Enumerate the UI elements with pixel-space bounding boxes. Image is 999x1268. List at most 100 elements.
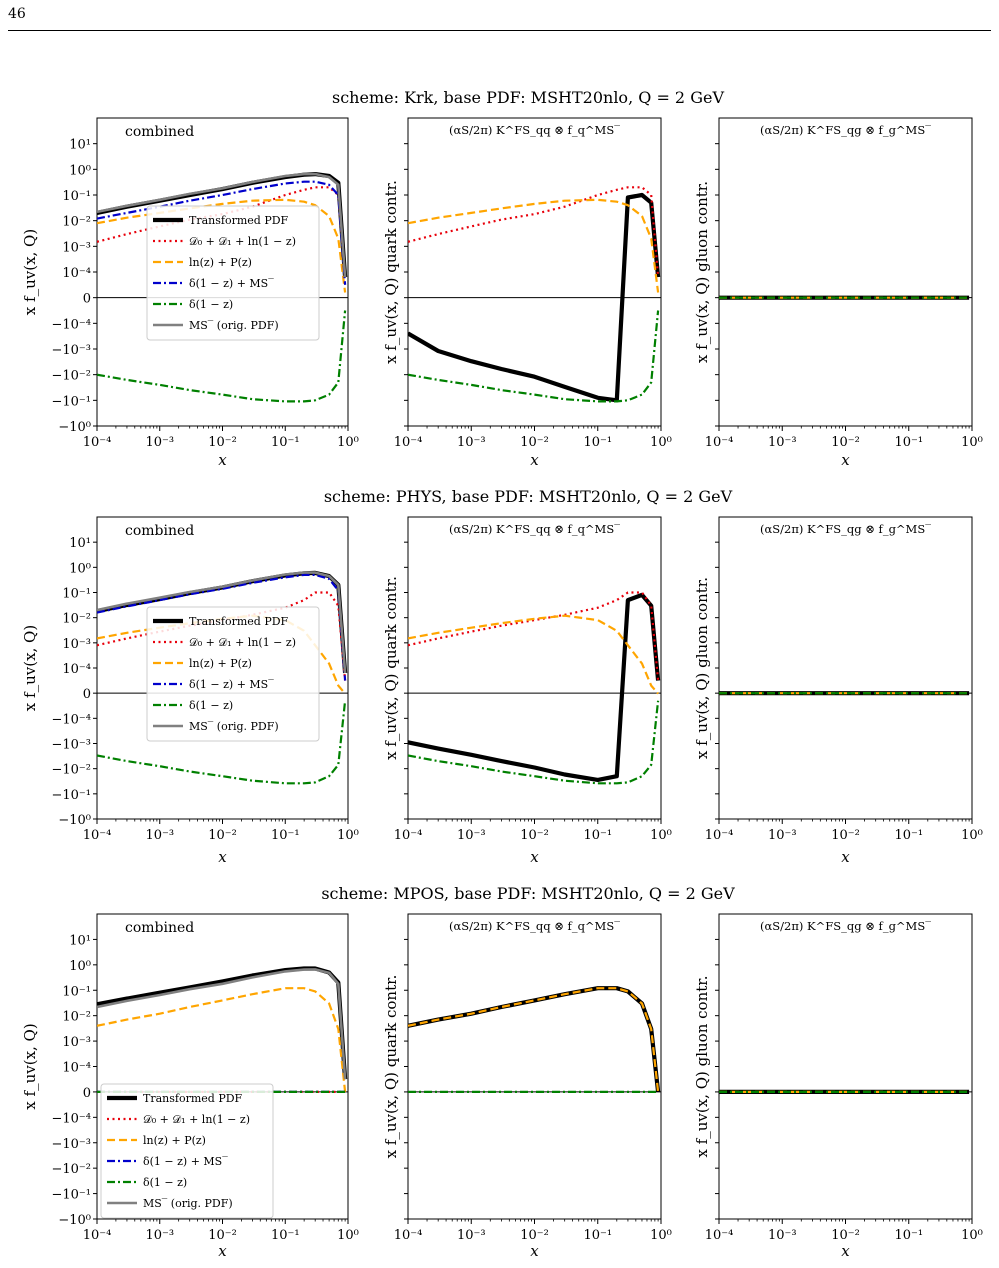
y-tick-label: 10⁰ [69, 163, 91, 178]
panel-combined: 10¹ 10⁰ 10⁻¹ 10⁻² 10⁻³ 10⁻⁴ 0 −10⁻⁴ −10⁻³ −10⁻² −1… [21, 117, 359, 469]
legend-box [146, 205, 320, 341]
series-line [408, 186, 660, 278]
series-line [408, 198, 660, 293]
panel-title: (αS/2π) K^FS_qg ⊗ f_g^MS‾ [760, 919, 931, 933]
y-tick-label: 0 [83, 292, 91, 307]
x-tick-label: 10⁻⁴ [83, 828, 112, 843]
legend-label: MS‾ (orig. PDF) [143, 1197, 233, 1210]
x-tick-label: 10⁻¹ [894, 435, 923, 450]
y-tick-label: 10⁻¹ [62, 984, 91, 999]
y-tick-label: 10¹ [69, 536, 91, 551]
y-tick-label: −10⁻³ [51, 738, 91, 753]
y-tick-label: 0 [83, 687, 91, 702]
legend-label: 𝒟₀ + 𝒟₁ + ln(1 − z) [189, 235, 296, 248]
legend-label: Transformed PDF [189, 214, 289, 227]
panel-quark: 10⁻⁴ 10⁻³ 10⁻² 10⁻¹ 10⁰ x x f_uv(x, Q) quark c… [382, 913, 672, 1260]
y-tick-label: 10⁻⁴ [62, 1061, 91, 1076]
x-axis-label: x [218, 848, 227, 866]
y-axis-label: x f_uv(x, Q) [21, 625, 39, 711]
y-tick-label: −10⁰ [58, 420, 91, 435]
legend-label: ln(z) + P(z) [143, 1134, 206, 1147]
x-tick-label: 10⁻⁴ [83, 435, 112, 450]
y-axis-label: x f_uv(x, Q) [21, 229, 39, 315]
x-tick-label: 10⁰ [650, 1228, 672, 1243]
y-tick-label: −10⁻⁴ [51, 712, 91, 727]
legend-label: δ(1 − z) + MS‾ [143, 1155, 228, 1168]
legend-label: ln(z) + P(z) [189, 256, 252, 269]
y-tick-label: 10¹ [69, 138, 91, 153]
x-tick-label: 10⁻² [520, 1228, 549, 1243]
panel-gluon: 10⁻⁴ 10⁻³ 10⁻² 10⁻¹ 10⁰ x x f_uv(x, Q) gluon c… [693, 516, 983, 866]
y-tick-label: −10⁻³ [51, 343, 91, 358]
y-tick-label: −10⁰ [58, 813, 91, 828]
x-tick-label: 10⁻³ [768, 1228, 797, 1243]
y-tick-label: −10⁻⁴ [51, 1111, 91, 1126]
header-rule [8, 30, 991, 31]
series-line [97, 571, 347, 674]
x-tick-label: 10⁻² [520, 435, 549, 450]
x-tick-label: 10⁻² [520, 828, 549, 843]
x-axis-label: x [218, 451, 227, 469]
x-tick-label: 10⁻¹ [894, 1228, 923, 1243]
y-axis-label: x f_uv(x, Q) quark contr. [382, 576, 400, 760]
series-line [97, 198, 347, 293]
panel-title: (αS/2π) K^FS_qq ⊗ f_q^MS‾ [449, 919, 620, 933]
series-line [408, 987, 660, 1093]
panel-quark: 10⁻⁴ 10⁻³ 10⁻² 10⁻¹ 10⁰ x x f_uv(x, Q) quark c… [382, 516, 672, 866]
x-tick-label: 10⁻³ [145, 1228, 174, 1243]
series-lines [408, 591, 661, 785]
y-tick-label: 10⁻⁴ [62, 266, 91, 281]
series-line [408, 591, 660, 681]
y-tick-label: 10⁰ [69, 959, 91, 974]
plot-frame [407, 913, 662, 1220]
x-tick-label: 10⁰ [961, 828, 983, 843]
series-lines [97, 966, 348, 1094]
legend: Transformed PDF 𝒟₀ + 𝒟₁ + ln(1 − z) ln(z) … [146, 606, 320, 742]
x-tick-label: 10⁻³ [768, 435, 797, 450]
panel-title: (αS/2π) K^FS_qq ⊗ f_q^MS‾ [449, 522, 620, 536]
y-axis-label: x f_uv(x, Q) quark contr. [382, 180, 400, 364]
legend-label: 𝒟₀ + 𝒟₁ + ln(1 − z) [143, 1113, 250, 1126]
y-axis-label: x f_uv(x, Q) gluon contr. [693, 577, 711, 759]
legend-label: δ(1 − z) + MS‾ [189, 277, 274, 290]
y-tick-label: 10⁻³ [62, 637, 91, 652]
x-axis-label: x [841, 848, 850, 866]
legend-label: Transformed PDF [189, 615, 289, 628]
panel-quark: 10⁻⁴ 10⁻³ 10⁻² 10⁻¹ 10⁰ x x f_uv(x, Q) quark c… [382, 117, 672, 469]
legend: Transformed PDF 𝒟₀ + 𝒟₁ + ln(1 − z) ln(z) … [100, 1083, 274, 1219]
y-tick-label: 10⁰ [69, 561, 91, 576]
chart-row-1: scheme: Krk, base PDF: MSHT20nlo, Q = 2 … [21, 88, 983, 469]
y-tick-label: 10⁻¹ [62, 189, 91, 204]
panel-combined: 10¹ 10⁰ 10⁻¹ 10⁻² 10⁻³ 10⁻⁴ 0 −10⁻⁴ −10⁻³ −10⁻² −1… [21, 516, 359, 866]
x-tick-label: 10⁻² [831, 1228, 860, 1243]
y-tick-label: −10⁻⁴ [51, 317, 91, 332]
legend-label: δ(1 − z) [189, 298, 233, 311]
y-tick-label: 10¹ [69, 933, 91, 948]
x-tick-label: 10⁻³ [457, 1228, 486, 1243]
chart-title: scheme: PHYS, base PDF: MSHT20nlo, Q = 2… [324, 487, 733, 506]
x-tick-label: 10⁻³ [768, 828, 797, 843]
panel-title: combined [125, 920, 194, 936]
x-tick-label: 10⁻³ [457, 435, 486, 450]
series-line [408, 592, 661, 783]
y-axis-label: x f_uv(x, Q) quark contr. [382, 975, 400, 1159]
x-tick-label: 10⁻⁴ [83, 1228, 112, 1243]
x-tick-label: 10⁰ [337, 828, 359, 843]
y-tick-label: −10⁻² [51, 763, 91, 778]
series-line [97, 968, 347, 1080]
y-axis-label: x f_uv(x, Q) gluon contr. [693, 975, 711, 1157]
panel-gluon: 10⁻⁴ 10⁻³ 10⁻² 10⁻¹ 10⁰ x x f_uv(x, Q) gluon c… [693, 117, 983, 469]
chart-row-3: scheme: MPOS, base PDF: MSHT20nlo, Q = 2… [21, 884, 983, 1260]
x-tick-label: 10⁻¹ [583, 1228, 612, 1243]
chart-title: scheme: MPOS, base PDF: MSHT20nlo, Q = 2… [321, 884, 735, 903]
x-tick-label: 10⁻⁴ [705, 435, 734, 450]
x-tick-label: 10⁻¹ [583, 435, 612, 450]
y-tick-label: −10⁻² [51, 1162, 91, 1177]
y-tick-label: −10⁻² [51, 369, 91, 384]
legend-label: δ(1 − z) [189, 699, 233, 712]
panel-title: (αS/2π) K^FS_qg ⊗ f_g^MS‾ [760, 522, 931, 536]
panel-combined: 10¹ 10⁰ 10⁻¹ 10⁻² 10⁻³ 10⁻⁴ 0 −10⁻⁴ −10⁻³ −10⁻² −1… [21, 913, 359, 1260]
legend-label: MS‾ (orig. PDF) [189, 319, 279, 332]
legend-box [146, 606, 320, 742]
